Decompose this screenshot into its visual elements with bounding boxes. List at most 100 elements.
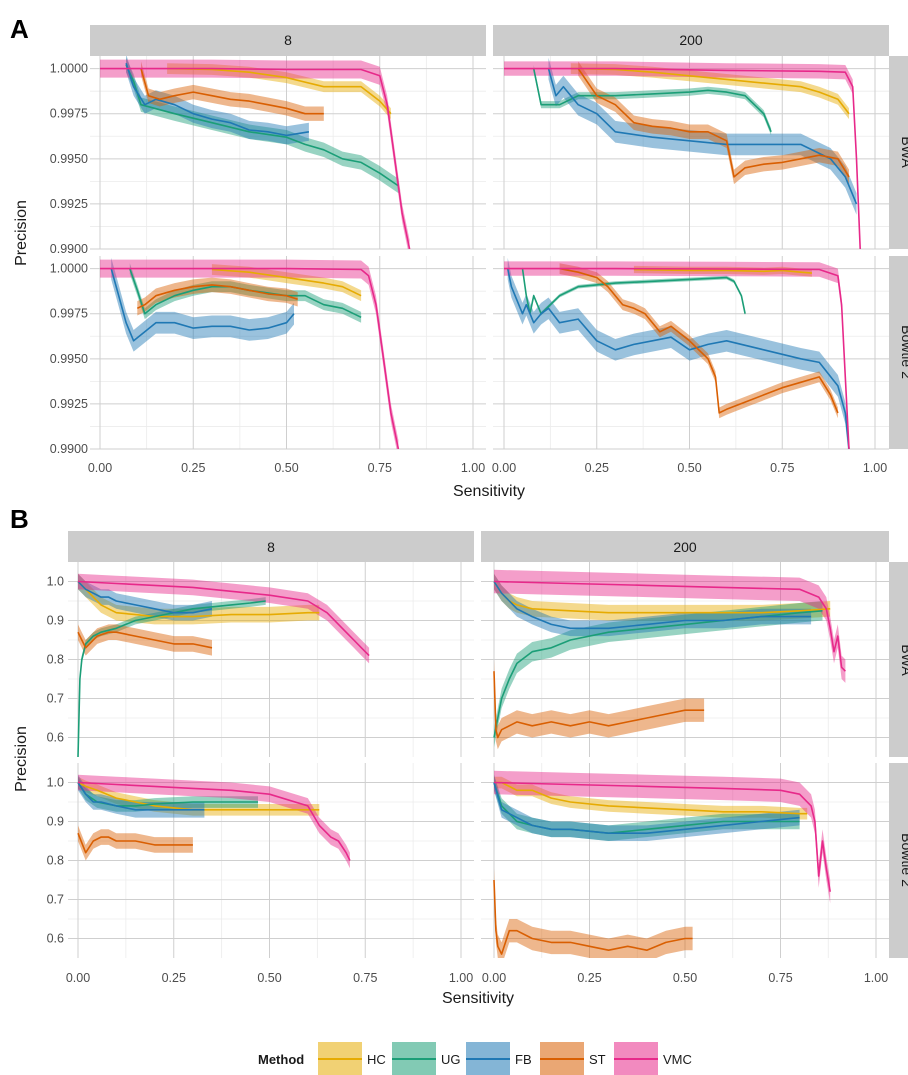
band-hc xyxy=(494,776,808,820)
panel-background xyxy=(90,56,486,249)
panel-background xyxy=(90,256,486,449)
x-tick-label: 1.00 xyxy=(461,461,485,475)
band-ug xyxy=(494,601,823,748)
series-group xyxy=(100,257,400,449)
x-tick-label: 0.75 xyxy=(353,971,377,985)
panel-background xyxy=(493,256,889,449)
series-group xyxy=(77,774,351,869)
band-ug xyxy=(129,263,362,323)
panel-a-200-bwa xyxy=(493,56,889,250)
x-tick-label: 0.00 xyxy=(482,971,506,985)
line-st xyxy=(136,284,298,310)
y-tick-label: 0.6 xyxy=(47,731,64,745)
y-tick-label: 0.7 xyxy=(47,692,64,706)
band-fb xyxy=(111,257,294,352)
series-group xyxy=(493,569,846,750)
y-tick-label: 1.0000 xyxy=(50,62,88,76)
legend-label: HC xyxy=(367,1052,386,1067)
legend-label: VMC xyxy=(663,1052,692,1067)
strip-b-col-8 xyxy=(68,531,474,562)
x-tick-label: 0.25 xyxy=(577,971,601,985)
panel-a-8-bowtie2 xyxy=(90,256,486,450)
y-tick-label: 1.0 xyxy=(47,575,64,589)
y-tick-label: 0.7 xyxy=(47,893,64,907)
line-hc xyxy=(77,781,320,811)
x-tick-label: 1.00 xyxy=(864,971,888,985)
line-st xyxy=(77,631,213,649)
y-tick-label: 0.9975 xyxy=(50,107,88,121)
y-tick-label: 0.8 xyxy=(47,854,64,868)
band-fb xyxy=(548,57,857,215)
line-vmc xyxy=(77,580,370,657)
series-group xyxy=(504,57,861,249)
strip-a-row-bowtie2-label: Bowtie 2 xyxy=(899,325,908,379)
x-tick-label: 0.50 xyxy=(257,971,281,985)
x-tick-label: 0.25 xyxy=(585,461,609,475)
x-tick-label: 0.00 xyxy=(492,461,516,475)
band-hc xyxy=(211,264,362,302)
band-st xyxy=(494,868,693,958)
line-ug xyxy=(129,268,362,319)
legend-item-fb: FB xyxy=(466,1042,532,1075)
panel-background xyxy=(493,56,889,249)
line-ug xyxy=(532,68,772,133)
line-fb xyxy=(506,268,850,449)
x-tick-label: 0.50 xyxy=(673,971,697,985)
series-group xyxy=(493,770,831,958)
y-axis-title-a: Precision xyxy=(13,200,30,266)
strip-a-row-bowtie2 xyxy=(889,256,908,449)
band-st xyxy=(78,825,193,861)
panels xyxy=(68,56,889,958)
band-fb xyxy=(494,573,812,637)
y-tick-label: 0.9 xyxy=(47,614,64,628)
line-vmc xyxy=(100,267,400,449)
legend-item-vmc: VMC xyxy=(614,1042,692,1075)
band-st xyxy=(559,263,838,419)
panel-a-200-bowtie2 xyxy=(493,256,889,450)
y-tick-label: 0.6 xyxy=(47,932,64,946)
strip-a-col-200-label: 200 xyxy=(679,32,703,48)
strip-a-col-8-label: 8 xyxy=(284,32,292,48)
strip-a-row-bwa-label: BWA xyxy=(899,136,908,168)
x-tick-label: 0.25 xyxy=(181,461,205,475)
band-hc xyxy=(494,573,831,621)
x-tick-label: 1.00 xyxy=(863,461,887,475)
band-hc xyxy=(78,573,320,625)
section-label-b: B xyxy=(10,504,29,534)
band-vmc xyxy=(78,573,370,664)
panel-b-200-bwa xyxy=(481,562,889,757)
legend-item-ug: UG xyxy=(392,1042,461,1075)
x-tick-label: 0.75 xyxy=(768,971,792,985)
band-fb xyxy=(494,774,800,841)
line-fb xyxy=(110,268,295,342)
line-st xyxy=(493,671,705,739)
strip-b-row-bwa xyxy=(889,562,908,757)
legend-label: FB xyxy=(515,1052,532,1067)
line-vmc xyxy=(100,67,411,249)
band-fb xyxy=(78,573,212,621)
band-fb xyxy=(126,56,309,145)
line-vmc xyxy=(493,580,846,672)
line-hc xyxy=(494,781,808,815)
legend-item-st: ST xyxy=(540,1042,606,1075)
x-axis-title-b: Sensitivity xyxy=(442,990,514,1007)
legend-label: UG xyxy=(441,1052,461,1067)
line-ug xyxy=(77,782,258,807)
strip-b-row-bowtie2-label: Bowtie 2 xyxy=(899,833,908,887)
line-hc xyxy=(211,268,362,297)
band-vmc xyxy=(494,569,846,683)
series-group xyxy=(100,56,411,249)
line-st xyxy=(493,879,693,955)
x-tick-label: 0.75 xyxy=(770,461,794,475)
band-ug xyxy=(126,57,399,194)
line-fb xyxy=(77,580,213,614)
x-tick-label: 0.25 xyxy=(162,971,186,985)
line-st xyxy=(77,832,193,854)
strip-b-row-bowtie2 xyxy=(889,763,908,958)
y-tick-label: 0.9975 xyxy=(50,307,88,321)
y-tick-label: 0.9900 xyxy=(50,242,88,256)
strip-b-col-8-label: 8 xyxy=(267,539,275,555)
line-vmc xyxy=(504,267,850,449)
line-hc xyxy=(77,580,320,618)
